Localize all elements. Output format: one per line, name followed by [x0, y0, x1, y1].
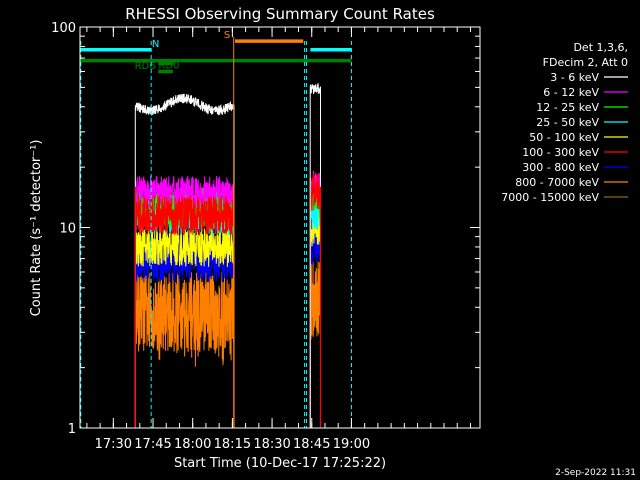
- legend-header-line: Det 1,3,6,: [573, 41, 628, 54]
- y-tick-label: 10: [59, 222, 76, 237]
- chart-title: RHESSI Observing Summary Count Rates: [125, 5, 435, 23]
- legend-header-line: FDecim 2, Att 0: [543, 56, 628, 69]
- x-axis: 17:30 17:45 18:00 18:15 18:30 18:45 19:00: [86, 27, 471, 452]
- legend-label: 800 - 7000 keV: [515, 176, 599, 189]
- y-axis: 1 10 100: [51, 21, 480, 437]
- y-tick-label: 1: [68, 422, 76, 437]
- footer-date: 2-Sep-2022 11:31: [555, 468, 636, 478]
- legend-label: 3 - 6 keV: [550, 71, 599, 84]
- flag-label-n: N: [152, 39, 159, 50]
- x-tick-label: 18:00: [174, 437, 211, 452]
- flag-label-rd6: RD6: [135, 61, 156, 72]
- series-line-1-part-2: [309, 83, 321, 428]
- legend-label: 300 - 800 keV: [522, 161, 599, 174]
- legend-label: 50 - 100 keV: [529, 131, 599, 144]
- x-tick-label: 17:45: [134, 437, 171, 452]
- series-line-6-part-2: [309, 173, 321, 428]
- series-line-1-part-1: [134, 93, 235, 428]
- flag-label-rd0: RD0: [158, 60, 179, 71]
- x-axis-label: Start Time (10-Dec-17 17:25:22): [174, 456, 386, 471]
- legend: Det 1,3,6, FDecim 2, Att 0 3 - 6 keV 6 - 12…: [501, 41, 628, 204]
- series-line-8-part-2: [309, 261, 321, 428]
- legend-label: 6 - 12 keV: [543, 86, 599, 99]
- series-line-5-part-2: [309, 207, 321, 428]
- legend-label: 12 - 25 keV: [536, 101, 599, 114]
- legend-label: 7000 - 15000 keV: [501, 191, 599, 204]
- y-tick-label: 100: [51, 21, 76, 36]
- y-axis-label: Count Rate (s⁻¹ detector⁻¹): [29, 140, 44, 317]
- x-tick-label: 19:00: [333, 437, 370, 452]
- x-tick-label: 17:30: [95, 437, 132, 452]
- series-line-5-part-1: [134, 226, 235, 428]
- legend-label: 25 - 50 keV: [536, 116, 599, 129]
- flag-label-s: S: [224, 30, 230, 41]
- x-tick-label: 18:45: [293, 437, 330, 452]
- legend-label: 100 - 300 keV: [522, 146, 599, 159]
- vertical-markers: [80, 37, 352, 428]
- x-tick-label: 18:15: [214, 437, 251, 452]
- x-tick-label: 18:30: [253, 437, 290, 452]
